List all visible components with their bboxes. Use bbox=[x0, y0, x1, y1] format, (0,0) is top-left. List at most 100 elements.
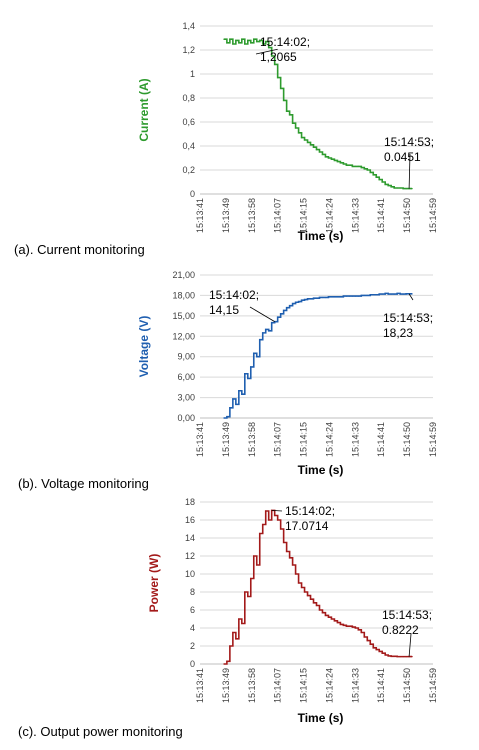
data-point bbox=[348, 295, 350, 297]
data-point bbox=[256, 564, 258, 566]
data-point bbox=[390, 293, 392, 295]
x-tick-label: 15:14:59 bbox=[428, 422, 438, 457]
data-point bbox=[411, 656, 413, 658]
data-point bbox=[271, 55, 273, 57]
annotation-label: 15:14:53; bbox=[384, 135, 434, 149]
data-point bbox=[372, 294, 374, 296]
data-point bbox=[354, 165, 356, 167]
data-point bbox=[235, 403, 237, 405]
x-tick-label: 15:14:33 bbox=[350, 422, 360, 457]
data-point bbox=[286, 110, 288, 112]
data-point bbox=[229, 38, 231, 40]
data-point bbox=[405, 293, 407, 295]
data-point bbox=[390, 186, 392, 188]
y-tick-label: 1,4 bbox=[182, 21, 195, 31]
data-point bbox=[262, 523, 264, 526]
data-point bbox=[229, 645, 231, 647]
series-line bbox=[223, 509, 413, 665]
x-tick-label: 15:14:59 bbox=[428, 668, 438, 703]
x-tick-label: 15:14:07 bbox=[273, 422, 283, 457]
data-point bbox=[262, 43, 264, 45]
x-tick-label: 15:14:24 bbox=[324, 668, 334, 703]
data-point bbox=[229, 407, 231, 409]
chart-current: 0 0,2 0,4 0,6 0,8 1 1,2 1,4 15:13:41 15:13:49 15:1… bbox=[14, 21, 438, 257]
annotation-label: 14,15 bbox=[209, 303, 239, 317]
data-point bbox=[372, 647, 374, 649]
data-point bbox=[286, 307, 288, 309]
data-point bbox=[303, 591, 306, 593]
data-point bbox=[277, 519, 279, 521]
x-tick-label: 15:13:49 bbox=[221, 198, 231, 233]
data-point bbox=[292, 303, 294, 305]
data-point bbox=[396, 656, 398, 658]
data-point bbox=[294, 301, 297, 303]
x-tick-label: 15:14:24 bbox=[324, 198, 334, 233]
data-point bbox=[357, 165, 359, 167]
data-point bbox=[363, 636, 365, 638]
data-point bbox=[312, 297, 315, 299]
data-point bbox=[289, 114, 291, 116]
x-axis-label: Time (s) bbox=[298, 711, 344, 725]
data-point bbox=[306, 298, 309, 300]
data-point bbox=[333, 620, 336, 622]
data-point bbox=[315, 604, 318, 607]
data-point bbox=[399, 293, 401, 295]
data-point bbox=[250, 577, 252, 580]
data-point bbox=[235, 638, 237, 640]
data-point bbox=[390, 655, 392, 657]
y-tick-label: 18,00 bbox=[172, 290, 195, 300]
data-point bbox=[309, 598, 312, 600]
data-point bbox=[336, 622, 339, 624]
data-point bbox=[226, 416, 228, 418]
x-tick-label: 15:14:50 bbox=[402, 198, 412, 233]
data-point bbox=[283, 99, 285, 101]
data-point bbox=[381, 181, 383, 183]
x-tick-label: 15:13:41 bbox=[195, 668, 205, 703]
chart-caption: (c). Output power monitoring bbox=[18, 724, 183, 739]
data-point bbox=[238, 618, 240, 620]
data-point bbox=[405, 188, 407, 190]
data-point bbox=[402, 656, 404, 658]
data-point bbox=[327, 296, 330, 298]
x-tick-label: 15:13:58 bbox=[247, 198, 257, 233]
data-point bbox=[315, 149, 318, 151]
data-point bbox=[360, 631, 362, 634]
data-point bbox=[369, 171, 371, 173]
data-point bbox=[238, 390, 240, 392]
y-tick-label: 12,00 bbox=[172, 331, 195, 341]
data-point bbox=[384, 654, 386, 656]
data-point bbox=[297, 132, 300, 134]
data-point bbox=[292, 564, 294, 566]
data-point bbox=[312, 602, 315, 604]
y-tick-label: 4 bbox=[190, 623, 195, 633]
data-point bbox=[241, 38, 243, 40]
data-point bbox=[306, 595, 309, 597]
data-point bbox=[378, 293, 380, 295]
x-tick-label: 15:14:41 bbox=[376, 668, 386, 703]
x-tick-label: 15:14:24 bbox=[324, 422, 334, 457]
data-point bbox=[399, 656, 401, 658]
x-tick-label: 15:14:15 bbox=[299, 198, 309, 233]
data-point bbox=[393, 187, 395, 189]
data-point bbox=[262, 332, 264, 334]
data-point bbox=[384, 183, 386, 185]
y-tick-label: 1,2 bbox=[182, 45, 195, 55]
series-line bbox=[223, 292, 413, 419]
chart-caption: (b). Voltage monitoring bbox=[18, 476, 149, 491]
annotation-leader bbox=[249, 306, 275, 322]
data-point bbox=[268, 330, 270, 332]
data-point bbox=[381, 652, 383, 654]
y-tick-label: 0 bbox=[190, 659, 195, 669]
annotation-label: 15:14:02; bbox=[260, 35, 310, 49]
annotation-label: 15:14:02; bbox=[285, 504, 335, 518]
data-point bbox=[330, 618, 333, 620]
data-point bbox=[268, 47, 270, 49]
y-tick-label: 6 bbox=[190, 605, 195, 615]
x-tick-label: 15:13:41 bbox=[195, 198, 205, 233]
data-point bbox=[223, 38, 225, 40]
data-point bbox=[342, 624, 344, 626]
data-point bbox=[300, 299, 303, 301]
y-tick-label: 0,00 bbox=[177, 413, 195, 423]
data-point bbox=[297, 582, 300, 584]
data-point bbox=[274, 514, 276, 517]
